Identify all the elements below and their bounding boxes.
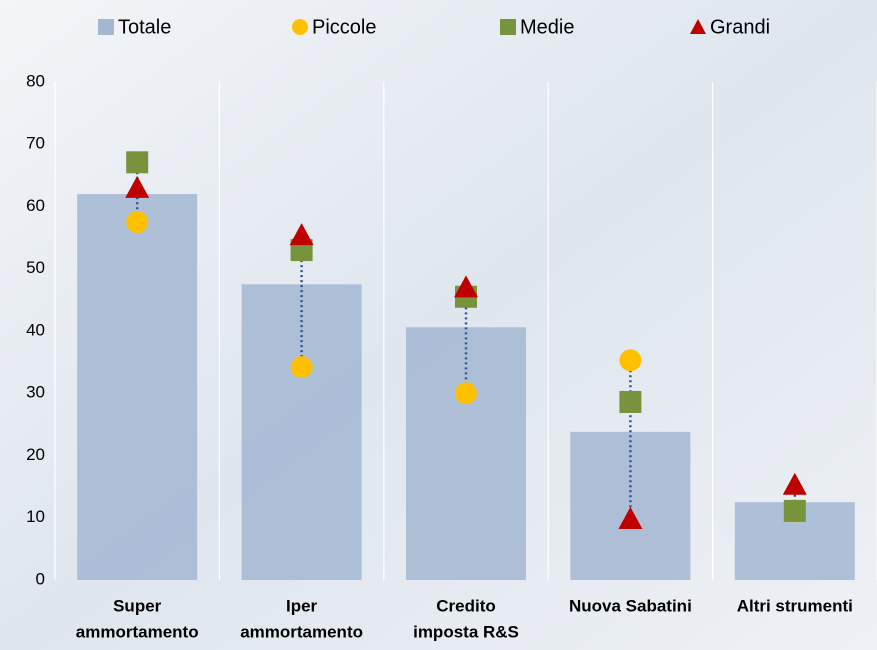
marker-triangle	[454, 275, 478, 298]
marker-triangle	[125, 175, 150, 198]
bar	[406, 327, 526, 580]
marker-triangle	[618, 506, 643, 529]
legend-swatch	[292, 19, 308, 35]
x-tick-label: Altri strumenti	[737, 596, 853, 615]
marker-square	[619, 390, 642, 413]
x-tick-label: Credito	[436, 596, 496, 615]
y-tick-label: 80	[26, 71, 45, 90]
y-tick-label: 70	[26, 134, 45, 153]
x-tick-label: Super	[113, 596, 162, 615]
x-tick-label: Nuova Sabatini	[569, 596, 692, 615]
marker-circle	[455, 382, 477, 405]
x-tick-label: imposta R&S	[413, 622, 519, 641]
y-tick-label: 0	[36, 569, 45, 588]
x-tick-label: ammortamento	[240, 622, 363, 641]
marker-circle	[290, 356, 313, 379]
legend-label: Piccole	[312, 16, 376, 38]
y-tick-label: 20	[26, 445, 45, 464]
x-tick-label: ammortamento	[76, 622, 199, 641]
legend-label: Grandi	[710, 16, 770, 38]
y-tick-label: 50	[26, 258, 45, 277]
legend-label: Medie	[520, 16, 574, 38]
legend-label: Totale	[118, 16, 171, 38]
bar	[241, 284, 362, 580]
bar	[77, 194, 198, 581]
y-tick-label: 40	[26, 320, 45, 339]
marker-triangle	[289, 223, 314, 246]
y-tick-label: 60	[26, 196, 45, 215]
marker-square	[783, 499, 806, 522]
legend-swatch	[98, 19, 114, 35]
marker-circle	[126, 211, 149, 234]
marker-triangle	[782, 472, 807, 495]
marker-circle	[619, 349, 642, 372]
y-tick-label: 30	[26, 383, 45, 402]
y-tick-label: 10	[26, 507, 45, 526]
legend-swatch	[690, 19, 706, 34]
legend-swatch	[500, 19, 516, 35]
marker-square	[126, 151, 149, 174]
x-tick-label: Iper	[286, 596, 318, 615]
